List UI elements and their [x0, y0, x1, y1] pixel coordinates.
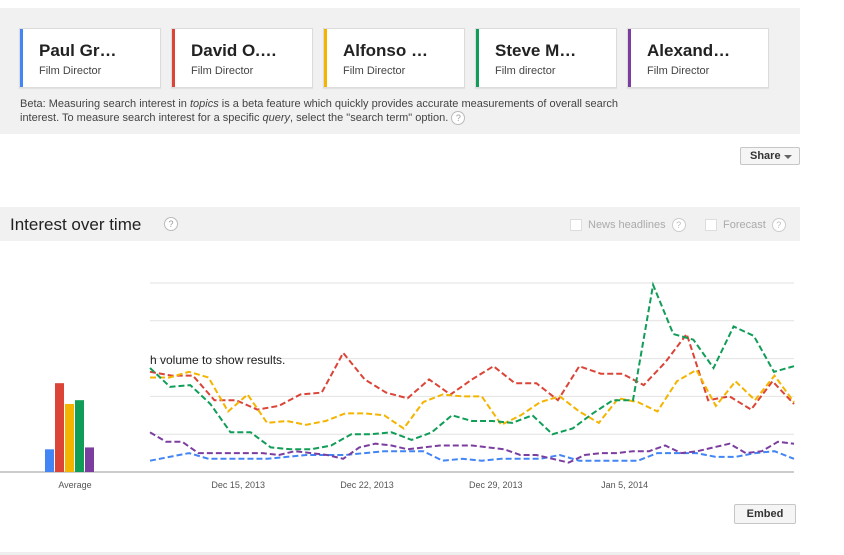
term-color-stripe	[20, 29, 23, 87]
x-tick-label: Jan 5, 2014	[601, 480, 648, 490]
compared-terms-panel: Paul Gr… Film Director David O.… Film Direc…	[0, 8, 800, 134]
term-name: Alfonso …	[343, 41, 428, 60]
help-icon[interactable]: ?	[771, 218, 786, 232]
series-line	[149, 450, 795, 462]
term-color-stripe	[476, 29, 479, 87]
average-bar	[75, 400, 84, 472]
x-tick-label: Dec 15, 2013	[211, 480, 265, 490]
term-card[interactable]: Alfonso … Film Director	[323, 28, 465, 88]
series-line	[149, 281, 795, 451]
help-icon[interactable]: ?	[164, 217, 178, 231]
x-tick-label: Dec 22, 2013	[340, 480, 394, 490]
embed-button[interactable]: Embed	[734, 504, 796, 524]
interest-over-time-header: Interest over time ? News headlines? For…	[0, 207, 800, 241]
help-icon[interactable]: ?	[451, 111, 466, 125]
beta-note-text: is a beta feature which quickly provides…	[20, 98, 618, 124]
beta-note-topics: topics	[189, 98, 219, 110]
divider	[0, 552, 800, 555]
beta-note-query: query	[262, 111, 291, 124]
forecast-checkbox[interactable]	[705, 219, 717, 231]
average-bar	[65, 403, 74, 472]
x-tick-label: Dec 29, 2013	[469, 480, 523, 490]
forecast-label: Forecast	[723, 218, 766, 231]
term-name: Alexand…	[647, 41, 731, 60]
term-card[interactable]: Paul Gr… Film Director	[19, 28, 161, 88]
chart-overlay-message: h volume to show results.	[150, 353, 285, 367]
term-name: David O.…	[191, 41, 277, 60]
term-card[interactable]: Steve M… Film director	[475, 28, 617, 88]
average-bar	[85, 447, 94, 472]
beta-note-text: Beta: Measuring search interest in	[20, 98, 190, 110]
news-headlines-option[interactable]: News headlines?	[570, 218, 686, 232]
average-label: Average	[58, 480, 91, 490]
term-type: Film Director	[343, 65, 406, 77]
share-button[interactable]: Share	[740, 147, 800, 165]
beta-note: Beta: Measuring search interest in topic…	[20, 98, 640, 125]
term-name: Steve M…	[495, 41, 577, 60]
interest-over-time-chart: Dec 15, 2013 Dec 22, 2013 Dec 29, 2013 Jan …	[0, 281, 795, 490]
chevron-down-icon	[784, 155, 792, 159]
term-color-stripe	[324, 29, 327, 87]
term-card[interactable]: Alexand… Film Director	[627, 28, 769, 88]
section-title: Interest over time	[10, 215, 142, 234]
share-button-label: Share	[750, 150, 781, 162]
term-type: Film Director	[647, 65, 710, 77]
news-headlines-label: News headlines	[588, 218, 666, 231]
term-type: Film Director	[191, 65, 254, 77]
term-color-stripe	[628, 29, 631, 87]
term-name: Paul Gr…	[39, 41, 117, 60]
news-headlines-checkbox[interactable]	[570, 219, 582, 231]
series-line	[149, 331, 795, 411]
average-bar	[55, 383, 64, 472]
term-card[interactable]: David O.… Film Director	[171, 28, 313, 88]
average-bar	[45, 449, 54, 472]
term-color-stripe	[172, 29, 175, 87]
series-line	[149, 431, 795, 464]
term-type: Film Director	[39, 65, 102, 77]
help-icon[interactable]: ?	[671, 218, 686, 232]
forecast-option[interactable]: Forecast?	[705, 218, 786, 232]
term-type: Film director	[495, 65, 556, 77]
beta-note-text: , select the "search term" option.	[290, 111, 449, 124]
